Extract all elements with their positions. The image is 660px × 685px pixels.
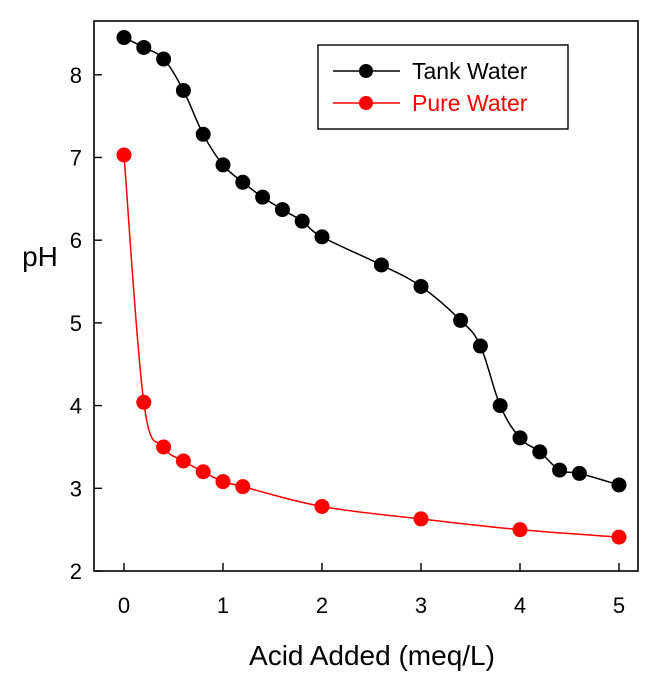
- data-point-tank-water: [195, 126, 211, 142]
- series-line-pure-water: [123, 154, 620, 538]
- x-tick-label: 2: [316, 593, 328, 618]
- data-point-tank-water: [156, 51, 172, 67]
- data-point-tank-water: [492, 398, 508, 414]
- y-tick-label: 4: [70, 394, 82, 419]
- legend-marker-pure-water: [359, 96, 373, 110]
- data-point-tank-water: [215, 157, 231, 173]
- data-point-pure-water: [512, 522, 528, 538]
- y-tick-label: 2: [70, 559, 82, 584]
- data-point-pure-water: [116, 147, 132, 163]
- y-axis-title: pH: [22, 241, 58, 272]
- x-tick-label: 4: [514, 593, 526, 618]
- data-point-pure-water: [314, 498, 330, 514]
- data-point-pure-water: [156, 439, 172, 455]
- data-point-pure-water: [611, 529, 627, 545]
- data-point-tank-water: [512, 430, 528, 446]
- series-pure-water: [116, 147, 627, 545]
- legend-marker-tank-water: [359, 64, 373, 78]
- data-point-tank-water: [532, 444, 548, 460]
- data-point-tank-water: [255, 189, 271, 205]
- data-point-tank-water: [294, 213, 310, 229]
- data-point-tank-water: [136, 39, 152, 55]
- legend: Tank Water Pure Water: [317, 44, 569, 130]
- y-tick-label: 3: [70, 476, 82, 501]
- y-tick-label: 5: [70, 311, 82, 336]
- legend-label-tank-water: Tank Water: [412, 58, 528, 84]
- series-tank-water: [116, 30, 627, 493]
- y-axis-ticks: 2 3 4 5 6 7 8: [70, 63, 102, 584]
- x-axis-ticks: 0 1 2 3 4 5: [118, 563, 625, 618]
- data-point-tank-water: [552, 462, 568, 478]
- data-point-tank-water: [274, 202, 290, 218]
- data-point-tank-water: [413, 278, 429, 294]
- x-tick-label: 1: [217, 593, 229, 618]
- x-tick-label: 0: [118, 593, 130, 618]
- data-point-pure-water: [215, 474, 231, 490]
- legend-box: [317, 44, 569, 130]
- x-tick-label: 5: [613, 593, 625, 618]
- data-point-tank-water: [235, 174, 251, 190]
- y-tick-label: 8: [70, 63, 82, 88]
- plot-frame: [93, 20, 639, 572]
- series-layer: [116, 30, 627, 545]
- data-point-tank-water: [314, 229, 330, 245]
- data-point-tank-water: [453, 312, 469, 328]
- y-tick-label: 6: [70, 228, 82, 253]
- data-point-tank-water: [373, 257, 389, 273]
- legend-label-pure-water: Pure Water: [412, 90, 528, 116]
- data-point-tank-water: [571, 465, 587, 481]
- data-point-pure-water: [413, 511, 429, 527]
- data-point-pure-water: [136, 394, 152, 410]
- y-tick-label: 7: [70, 145, 82, 170]
- data-point-pure-water: [195, 464, 211, 480]
- data-point-tank-water: [472, 338, 488, 354]
- data-point-tank-water: [175, 82, 191, 98]
- x-axis-title: Acid Added (meq/L): [249, 640, 495, 671]
- data-point-pure-water: [175, 453, 191, 469]
- data-point-tank-water: [116, 30, 132, 46]
- x-tick-label: 3: [415, 593, 427, 618]
- data-point-tank-water: [611, 477, 627, 493]
- data-point-pure-water: [235, 479, 251, 495]
